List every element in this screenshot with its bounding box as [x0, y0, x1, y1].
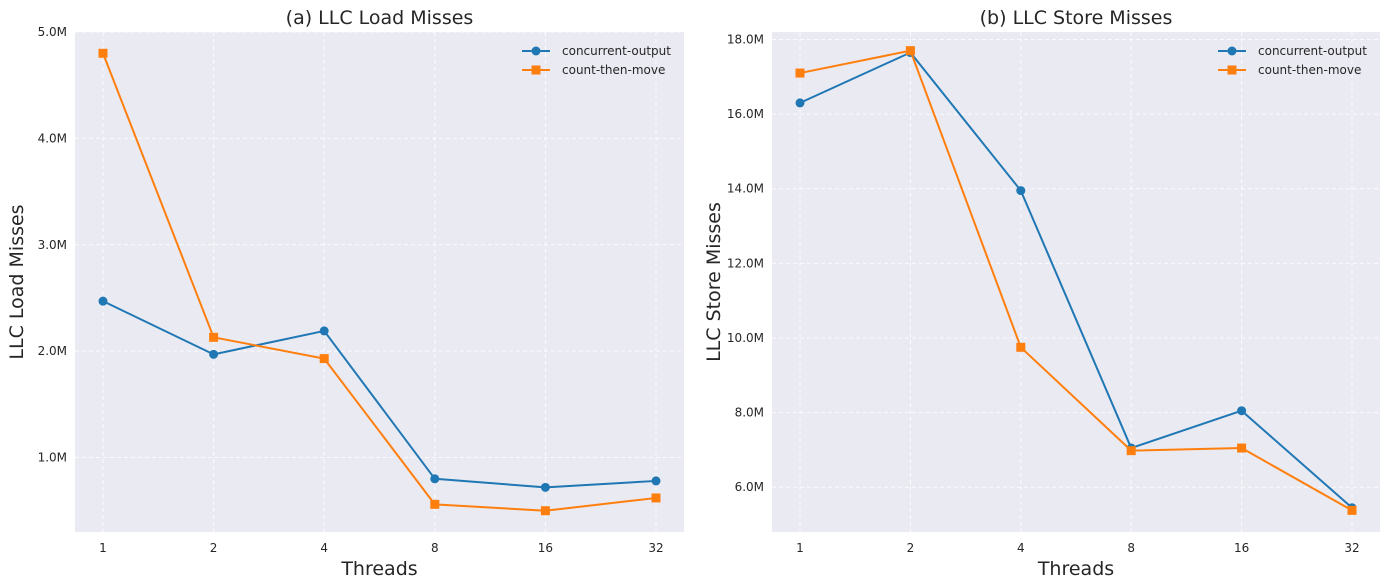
y-tick-label: 16.0M — [727, 107, 764, 121]
x-tick-label: 16 — [1234, 541, 1249, 555]
data-point — [319, 354, 329, 364]
x-tick-label: 16 — [538, 541, 553, 555]
x-axis-title: Threads — [1037, 558, 1114, 580]
y-tick-label: 5.0M — [38, 25, 67, 39]
x-tick-label: 2 — [210, 541, 218, 555]
y-tick-label: 6.0M — [735, 480, 764, 494]
y-tick-label: 8.0M — [735, 406, 764, 420]
legend-marker — [1227, 46, 1237, 56]
chart-panel-a: 1 2 4 8 16 32 1.0M 2.0M 3.0M 4.0M 5.0M (a) LLC Load… — [6, 7, 684, 580]
data-point — [430, 474, 440, 484]
legend-marker — [531, 65, 541, 75]
x-tick-label: 2 — [907, 541, 915, 555]
legend-label: count-then-move — [1258, 63, 1361, 77]
data-point — [1126, 446, 1136, 456]
data-point — [540, 506, 550, 516]
x-tick-label: 32 — [648, 541, 663, 555]
data-point — [795, 98, 805, 108]
data-point — [98, 296, 108, 306]
x-tick-label: 1 — [796, 541, 804, 555]
series-line — [102, 300, 657, 489]
x-tick-label: 4 — [1017, 541, 1025, 555]
series-count-then-move — [98, 48, 661, 516]
data-point — [209, 332, 219, 342]
data-point — [319, 326, 329, 336]
legend-marker — [531, 46, 541, 56]
y-tick-label: 12.0M — [727, 256, 764, 270]
chart-panel-b: 1 2 4 8 16 32 6.0M 8.0M 10.0M 12.0M 14.0M 16.0M 18.0… — [703, 7, 1380, 580]
x-tick-label: 8 — [1127, 541, 1135, 555]
series-line — [799, 51, 1353, 509]
data-point — [1016, 186, 1026, 196]
x-tick-label: 1 — [99, 541, 107, 555]
y-tick-label: 4.0M — [38, 131, 67, 145]
y-tick-label: 18.0M — [727, 32, 764, 46]
legend: concurrent-output count-then-move — [1218, 44, 1367, 77]
data-point — [651, 476, 661, 486]
data-point — [795, 68, 805, 78]
x-tick-label: 4 — [320, 541, 328, 555]
data-point — [540, 482, 550, 492]
legend: concurrent-output count-then-move — [522, 44, 671, 77]
data-point — [430, 499, 440, 509]
y-tick-label: 14.0M — [727, 182, 764, 196]
legend-label: concurrent-output — [1258, 44, 1367, 58]
series-line — [799, 49, 1353, 512]
data-point — [98, 48, 108, 58]
data-point — [1016, 342, 1026, 352]
x-axis-title: Threads — [340, 558, 417, 580]
x-tick-label: 8 — [431, 541, 439, 555]
data-point — [1347, 505, 1357, 515]
y-tick-label: 10.0M — [727, 331, 764, 345]
y-tick-label: 2.0M — [38, 344, 67, 358]
data-point — [651, 493, 661, 503]
legend-label: count-then-move — [562, 63, 665, 77]
data-point — [905, 46, 915, 56]
series-count-then-move — [795, 46, 1357, 515]
data-point — [1237, 406, 1247, 416]
y-axis-title: LLC Store Misses — [703, 202, 725, 362]
legend-label: concurrent-output — [562, 44, 671, 58]
data-point — [1237, 443, 1247, 453]
series-line — [102, 52, 657, 512]
chart-title: (b) LLC Store Misses — [980, 7, 1173, 29]
x-tick-label: 32 — [1344, 541, 1359, 555]
chart-title: (a) LLC Load Misses — [286, 7, 474, 29]
data-point — [209, 349, 219, 359]
y-axis-title: LLC Load Misses — [6, 204, 28, 359]
legend-marker — [1227, 65, 1237, 75]
plot-area — [772, 32, 1380, 532]
plot-area — [75, 32, 684, 532]
series-concurrent-output — [98, 296, 661, 492]
y-tick-label: 1.0M — [38, 451, 67, 465]
y-tick-label: 3.0M — [38, 238, 67, 252]
